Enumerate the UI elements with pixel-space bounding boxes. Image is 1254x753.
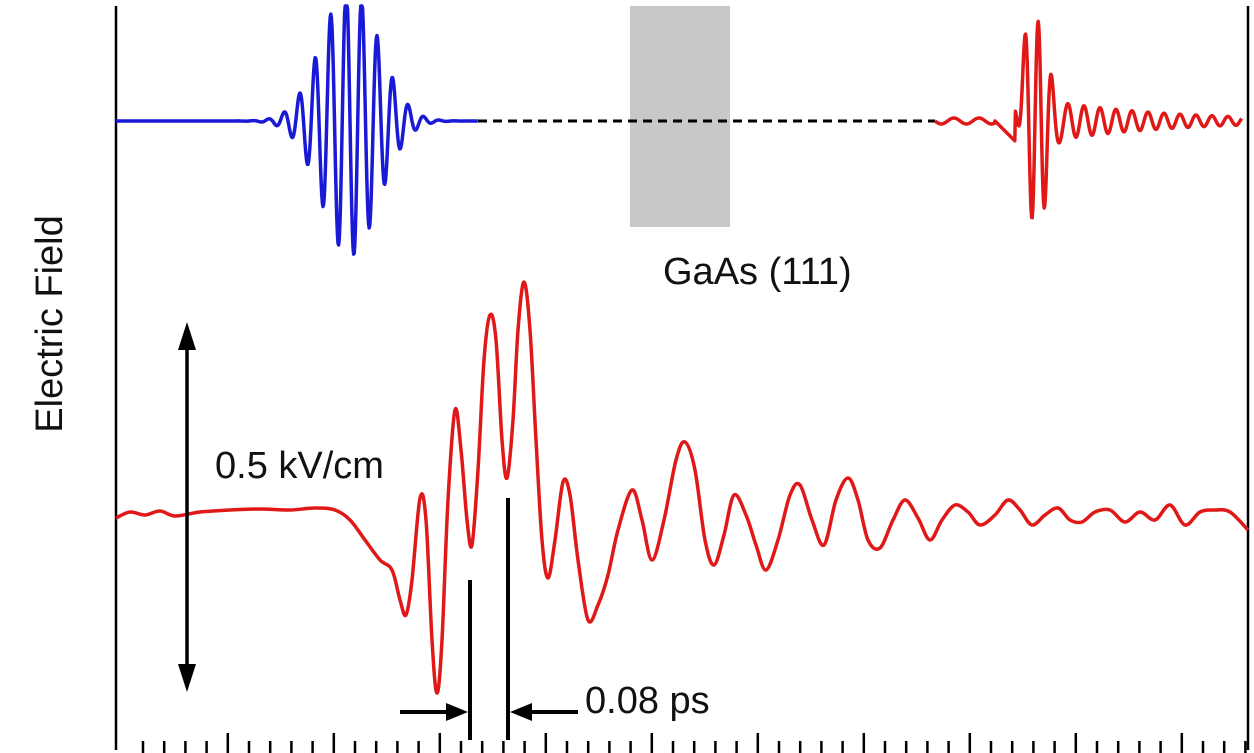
emitted-pulse-line	[933, 19, 1243, 220]
emitted-pulse-expanded-line	[115, 280, 1250, 695]
arrow-up-icon	[178, 322, 196, 350]
y-axis-label: Electric Field	[29, 215, 71, 433]
arrow-down-icon	[178, 664, 196, 692]
sample-label: GaAs (111)	[663, 251, 852, 293]
amplitude-label: 0.5 kV/cm	[215, 445, 384, 487]
x-ticks	[141, 733, 1247, 753]
period-label: 0.08 ps	[585, 680, 710, 722]
incident-pulse-line	[114, 4, 479, 256]
axes	[114, 6, 1250, 750]
arrow-right-icon	[446, 703, 468, 721]
amplitude-scale-bar	[178, 322, 196, 692]
arrow-left-icon	[510, 703, 532, 721]
gaas-sample	[630, 6, 730, 227]
period-marker	[400, 498, 578, 740]
